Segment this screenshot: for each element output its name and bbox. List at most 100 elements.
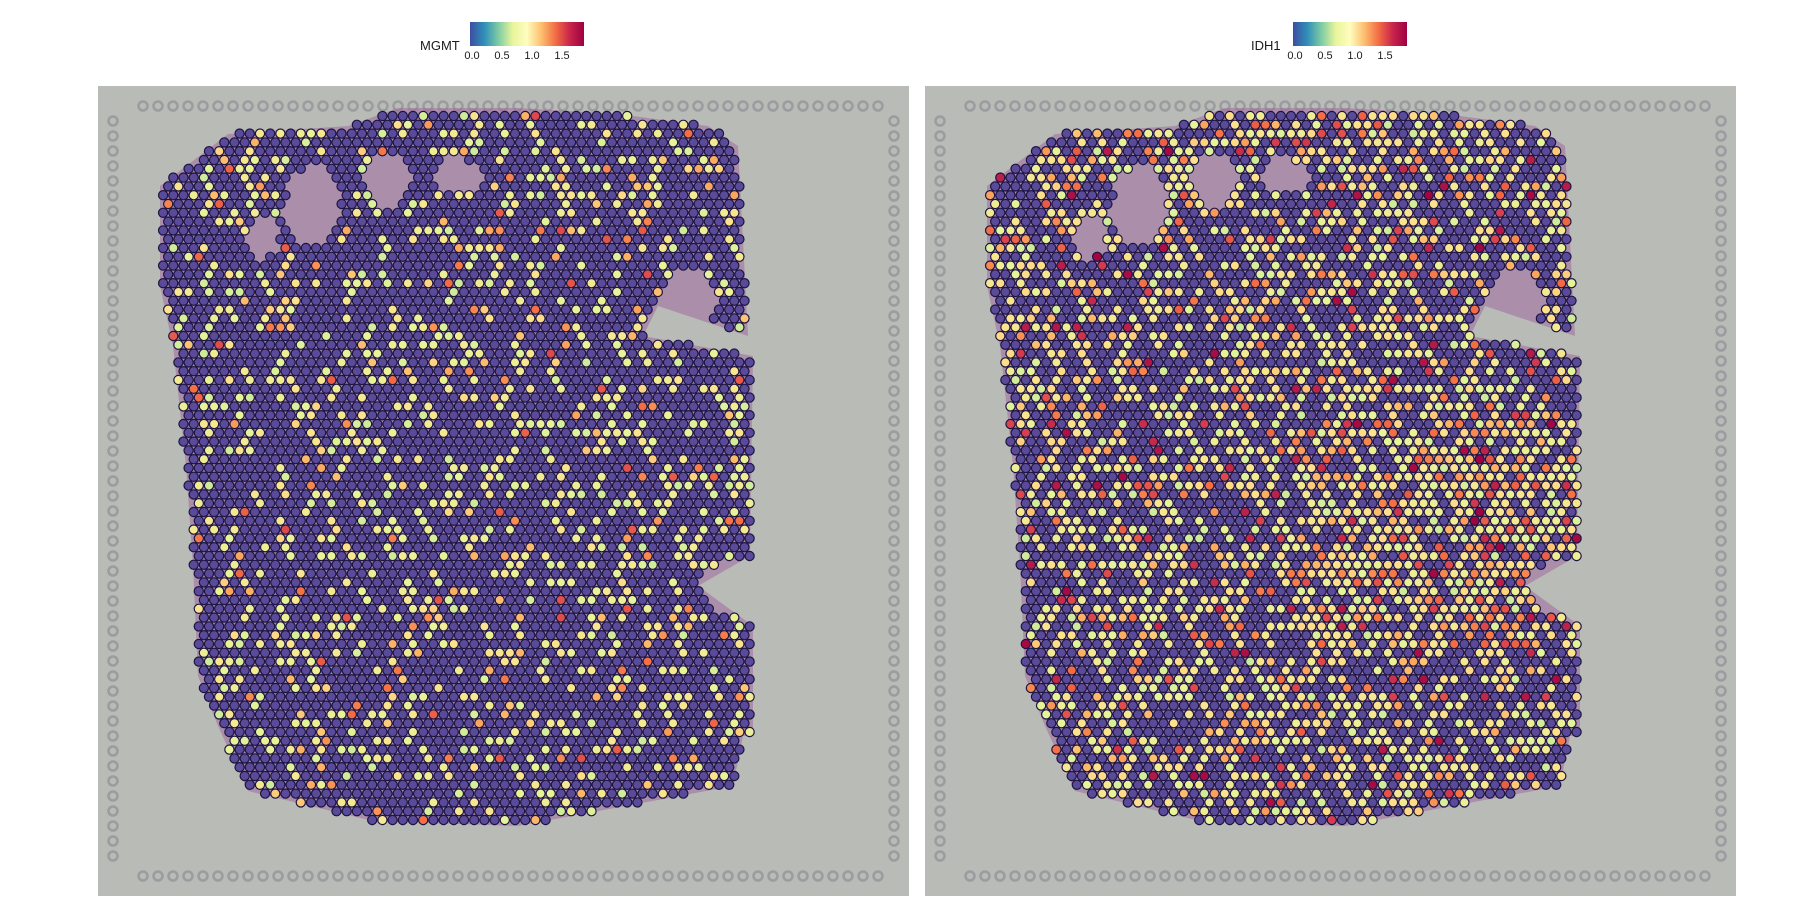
spot bbox=[718, 753, 730, 764]
spot bbox=[647, 383, 658, 394]
spot bbox=[249, 207, 261, 219]
spot bbox=[627, 154, 638, 166]
spot bbox=[632, 339, 643, 350]
spot bbox=[270, 594, 281, 606]
spot bbox=[1535, 260, 1547, 271]
spot bbox=[499, 163, 510, 175]
spot bbox=[310, 770, 322, 782]
spot bbox=[1255, 163, 1266, 175]
spot bbox=[326, 128, 337, 139]
spot bbox=[1219, 242, 1230, 254]
spot bbox=[642, 198, 653, 210]
spot bbox=[724, 321, 735, 333]
spot bbox=[1408, 216, 1419, 227]
spot bbox=[1270, 207, 1281, 219]
spot bbox=[234, 216, 245, 227]
spot bbox=[622, 498, 633, 509]
spot bbox=[270, 577, 281, 588]
spot bbox=[591, 568, 602, 579]
spot bbox=[1520, 163, 1531, 175]
spot bbox=[657, 242, 669, 254]
spot bbox=[453, 189, 465, 201]
spot bbox=[423, 630, 434, 641]
spot bbox=[693, 392, 704, 403]
spot bbox=[995, 189, 1006, 201]
spot bbox=[224, 181, 235, 192]
spot bbox=[356, 286, 368, 298]
spot bbox=[591, 321, 602, 333]
spot bbox=[270, 348, 281, 359]
spot bbox=[407, 427, 419, 438]
spot bbox=[586, 436, 597, 447]
spot bbox=[1199, 225, 1210, 236]
spot bbox=[275, 286, 286, 298]
spot bbox=[1290, 137, 1302, 148]
spot bbox=[662, 128, 674, 139]
spot bbox=[407, 586, 419, 597]
spot bbox=[387, 603, 398, 615]
spot bbox=[1183, 233, 1195, 245]
spot bbox=[336, 339, 347, 350]
spot bbox=[713, 286, 725, 298]
spot bbox=[627, 577, 638, 588]
spot bbox=[616, 154, 628, 166]
spot bbox=[479, 550, 490, 562]
spot bbox=[576, 436, 587, 447]
spot bbox=[448, 251, 459, 262]
spot bbox=[418, 216, 429, 227]
spot bbox=[183, 321, 194, 333]
spot bbox=[244, 480, 255, 491]
spot bbox=[586, 189, 597, 201]
spot bbox=[1265, 198, 1276, 210]
spot bbox=[734, 638, 745, 650]
spot bbox=[1561, 181, 1572, 192]
spot bbox=[622, 339, 633, 350]
spot bbox=[637, 137, 648, 148]
spot bbox=[739, 313, 750, 324]
spot bbox=[530, 374, 541, 386]
spot bbox=[525, 383, 536, 394]
spot bbox=[708, 612, 720, 623]
spot bbox=[535, 559, 546, 570]
spot bbox=[995, 242, 1006, 254]
spot bbox=[295, 321, 306, 333]
spot bbox=[336, 498, 347, 509]
spot bbox=[688, 260, 699, 271]
spot bbox=[387, 515, 398, 526]
spot bbox=[448, 603, 459, 615]
spot bbox=[224, 410, 235, 421]
spot bbox=[606, 489, 618, 500]
spot bbox=[724, 533, 735, 544]
spot bbox=[290, 524, 301, 535]
spot bbox=[239, 277, 250, 289]
spot bbox=[571, 392, 582, 403]
spot bbox=[448, 233, 459, 245]
spot bbox=[315, 427, 327, 438]
spot bbox=[525, 577, 536, 588]
spot bbox=[285, 744, 296, 755]
spot bbox=[1102, 198, 1113, 210]
spot bbox=[1127, 242, 1139, 254]
spot bbox=[1178, 137, 1190, 148]
spot bbox=[1326, 145, 1337, 157]
spot bbox=[1474, 172, 1485, 183]
spot bbox=[1535, 242, 1547, 254]
spot bbox=[1265, 110, 1276, 122]
spot bbox=[336, 638, 347, 650]
spot bbox=[173, 304, 184, 315]
spot bbox=[208, 242, 220, 254]
spot bbox=[443, 366, 454, 377]
spot bbox=[382, 524, 393, 535]
spot bbox=[397, 145, 408, 157]
spot bbox=[392, 577, 403, 588]
spot bbox=[1382, 137, 1394, 148]
spot bbox=[336, 462, 347, 474]
spot bbox=[586, 401, 597, 412]
spot bbox=[463, 612, 475, 623]
spot bbox=[662, 374, 674, 386]
spot bbox=[397, 674, 408, 685]
spot bbox=[423, 753, 434, 764]
spot bbox=[1352, 154, 1363, 166]
spot bbox=[530, 586, 541, 597]
spot bbox=[581, 779, 592, 791]
